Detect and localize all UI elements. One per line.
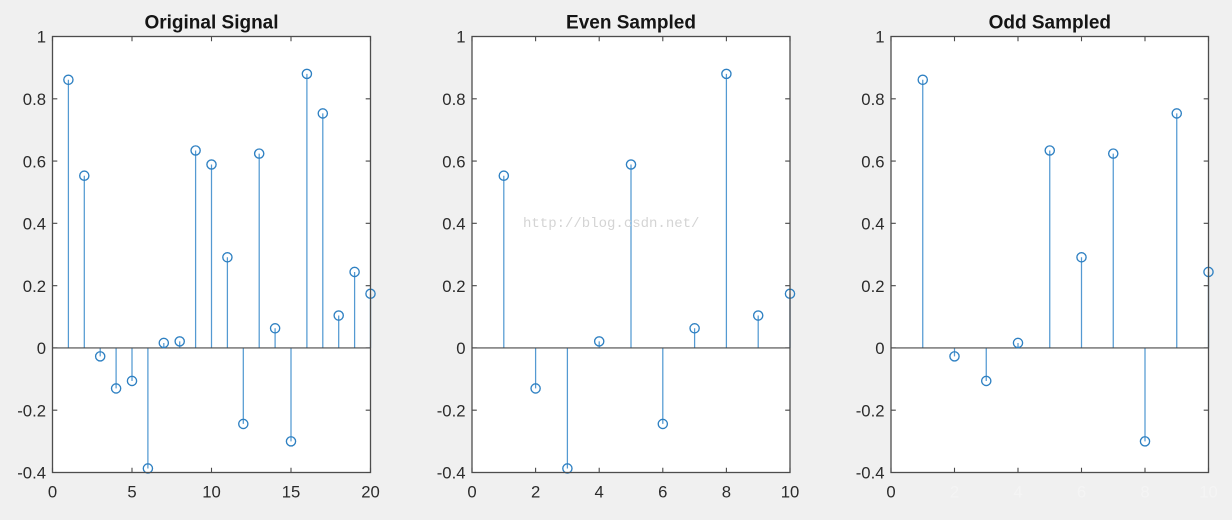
svg-text:0.8: 0.8 (442, 90, 465, 109)
svg-text:4: 4 (1013, 483, 1022, 502)
svg-text:5: 5 (127, 483, 136, 502)
svg-text:1: 1 (875, 28, 884, 47)
svg-text:0.6: 0.6 (442, 152, 465, 171)
svg-text:-0.2: -0.2 (17, 401, 46, 420)
svg-text:20: 20 (361, 483, 380, 502)
svg-text:-0.4: -0.4 (17, 464, 46, 483)
svg-text:8: 8 (1140, 483, 1149, 502)
svg-text:-0.2: -0.2 (437, 401, 466, 420)
svg-text:0.8: 0.8 (861, 90, 884, 109)
svg-text:10: 10 (202, 483, 221, 502)
svg-text:0.2: 0.2 (23, 277, 46, 296)
svg-text:0.4: 0.4 (861, 215, 884, 234)
svg-text:-0.4: -0.4 (437, 464, 466, 483)
svg-text:0.4: 0.4 (442, 215, 465, 234)
svg-text:http://blog.csdn.net/: http://blog.csdn.net/ (523, 216, 699, 232)
svg-text:6: 6 (658, 483, 667, 502)
svg-text:0.2: 0.2 (442, 277, 465, 296)
svg-text:-0.2: -0.2 (856, 401, 885, 420)
svg-text:2: 2 (950, 483, 959, 502)
svg-text:10: 10 (781, 483, 800, 502)
svg-text:0.4: 0.4 (23, 215, 46, 234)
svg-text:0: 0 (456, 339, 465, 358)
svg-text:Even Sampled: Even Sampled (566, 12, 696, 33)
svg-text:0: 0 (875, 339, 884, 358)
svg-text:0.6: 0.6 (861, 152, 884, 171)
svg-text:8: 8 (722, 483, 731, 502)
svg-text:1: 1 (37, 28, 46, 47)
svg-text:0: 0 (467, 483, 476, 502)
svg-text:10: 10 (1199, 483, 1218, 502)
svg-text:0: 0 (886, 483, 895, 502)
svg-text:0.6: 0.6 (23, 152, 46, 171)
svg-text:-0.4: -0.4 (856, 464, 885, 483)
svg-text:0.8: 0.8 (23, 90, 46, 109)
svg-text:4: 4 (595, 483, 604, 502)
svg-text:Original Signal: Original Signal (144, 12, 278, 33)
svg-text:15: 15 (282, 483, 301, 502)
svg-text:2: 2 (531, 483, 540, 502)
svg-text:Odd Sampled: Odd Sampled (989, 12, 1111, 33)
svg-text:0: 0 (48, 483, 57, 502)
svg-text:0.2: 0.2 (861, 277, 884, 296)
svg-text:0: 0 (37, 339, 46, 358)
svg-text:6: 6 (1077, 483, 1086, 502)
svg-text:1: 1 (456, 28, 465, 47)
